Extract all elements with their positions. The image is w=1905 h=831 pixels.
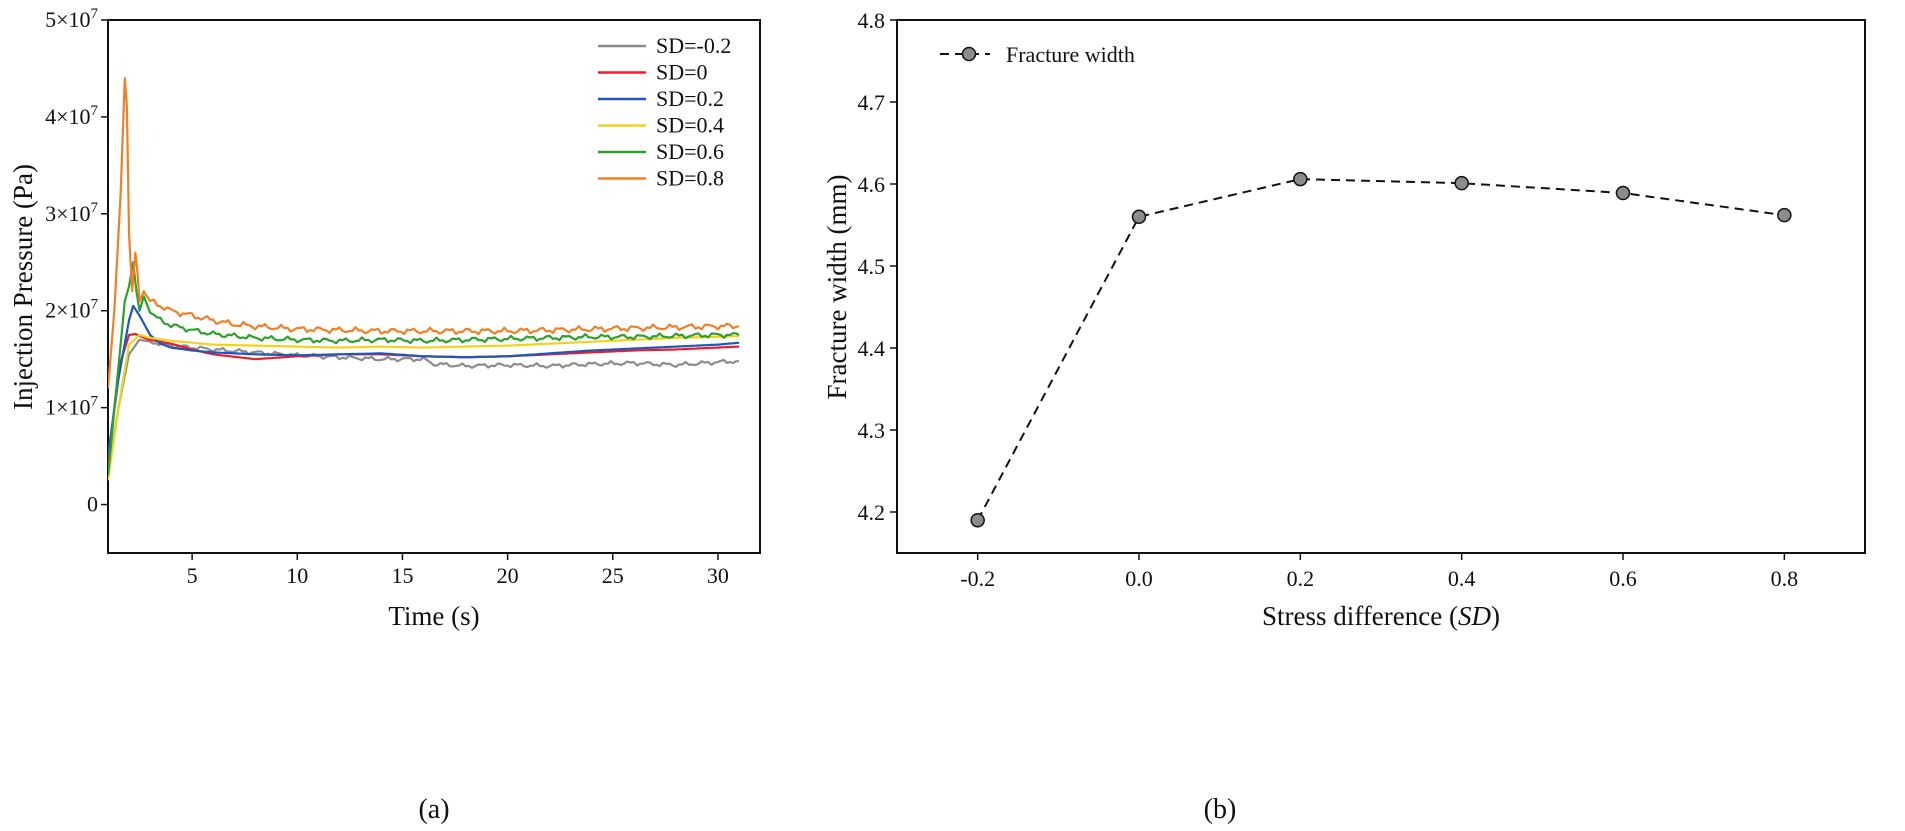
b-y-tick-label-5: 4.7: [858, 90, 886, 115]
a-series-line-SD0p8: [108, 77, 740, 389]
b-x-tick-label-0: -0.2: [960, 566, 995, 591]
b-x-tick-label-3: 0.4: [1448, 566, 1476, 591]
a-legend-label-SD0p8: SD=0.8: [656, 166, 724, 191]
a-y-tick-label-3: 3×107: [45, 200, 98, 226]
a-x-tick-label-10: 10: [286, 563, 308, 588]
b-x-tick-label-4: 0.6: [1609, 566, 1637, 591]
a-series-line-SD0p6: [108, 261, 740, 476]
b-data-point-3: [1454, 175, 1469, 191]
a-y-tick-label-1: 1×107: [45, 394, 98, 420]
chart-a-y-ticks: 0 1×107 2×107 3×107 4×107 5×107: [45, 6, 108, 517]
a-series-line-SD0: [108, 332, 740, 466]
chart-a-x-ticks: 5 10 15 20 25 30: [187, 553, 729, 588]
chart-a-series: [108, 77, 740, 481]
b-data-point-2: [1293, 171, 1308, 187]
a-legend-label-SD0p2: SD=0.2: [656, 86, 724, 111]
a-x-tick-label-25: 25: [602, 563, 624, 588]
chart-b-legend: Fracture width: [940, 42, 1135, 67]
chart-a-x-axis-title: Time (s): [388, 601, 479, 631]
b-x-tick-label-5: 0.8: [1771, 566, 1799, 591]
chart-b-y-ticks: 4.2 4.3 4.4 4.5 4.6 4.7 4.8: [858, 8, 897, 525]
a-y-tick-label-2: 2×107: [45, 297, 98, 323]
b-data-point-5: [1777, 207, 1792, 223]
a-series-line-SD0p4: [108, 333, 740, 481]
b-data-point-4: [1615, 185, 1631, 201]
b-y-tick-label-4: 4.6: [858, 172, 886, 197]
a-legend-label-SD0p4: SD=0.4: [656, 113, 724, 138]
a-x-tick-label-5: 5: [187, 563, 198, 588]
a-x-tick-label-20: 20: [497, 563, 519, 588]
chart-b: -0.2 0.0 0.2 0.4 0.6 0.8 4.24.34.44.54.64.74.…: [822, 8, 1866, 825]
a-y-tick-label-4: 4×107: [45, 103, 98, 129]
chart-a-panel-label: (a): [418, 794, 449, 825]
b-x-tick-label-1: 0.0: [1125, 566, 1153, 591]
chart-a-legend: SD=-0.2SD=0SD=0.2SD=0.4SD=0.6SD=0.8: [598, 33, 731, 191]
chart-b-y-axis-title: Fracture width (mm): [822, 175, 852, 400]
a-series-line-SD-0p2: [108, 338, 740, 476]
chart-a-plot-frame: [107, 19, 761, 554]
chart-b-panel-label: (b): [1204, 794, 1237, 825]
b-x-tick-label-2: 0.2: [1287, 566, 1315, 591]
b-series-line: [976, 178, 1785, 521]
chart-b-plot-frame: [896, 19, 1866, 554]
chart-b-x-ticks: -0.2 0.0 0.2 0.4 0.6 0.8: [960, 553, 1798, 591]
b-y-tick-label-6: 4.8: [858, 8, 886, 33]
a-y-tick-label-5: 5×107: [45, 6, 98, 32]
b-legend-label: Fracture width: [1006, 42, 1135, 67]
b-y-tick-label-1: 4.3: [858, 418, 886, 443]
a-series-line-SD0p2: [108, 304, 740, 457]
chart-a: 5 10 15 20 25 30 0 1×107 2×107 3×107 4×107 5×107 S…: [8, 6, 761, 825]
b-legend-swatch-marker: [961, 46, 977, 62]
a-legend-label-SD-0p2: SD=-0.2: [656, 33, 731, 58]
b-data-point-0: [970, 512, 985, 528]
b-y-tick-label-2: 4.4: [858, 336, 886, 361]
b-y-tick-label-3: 4.5: [858, 254, 886, 279]
b-data-point-1: [1131, 209, 1147, 225]
a-legend-label-SD0p6: SD=0.6: [656, 139, 724, 164]
a-legend-label-SD0: SD=0: [656, 60, 708, 85]
chart-a-y-axis-title: Injection Pressure (Pa): [8, 164, 38, 410]
a-y-tick-label-0: 0: [87, 492, 98, 517]
b-y-tick-label-0: 4.2: [858, 500, 886, 525]
a-x-tick-label-30: 30: [707, 563, 729, 588]
chart-b-series: [970, 171, 1792, 528]
chart-b-x-axis-title: Stress difference (SD): [1262, 601, 1500, 631]
a-x-tick-label-15: 15: [391, 563, 413, 588]
